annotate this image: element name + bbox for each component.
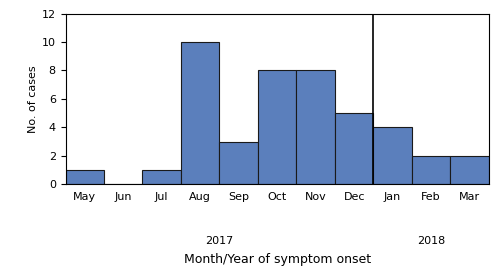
Text: 2018: 2018 [417,236,445,246]
Bar [143,170,181,184]
Text: 2017: 2017 [205,236,233,246]
Bar [181,42,219,184]
Y-axis label: No. of cases: No. of cases [28,65,37,133]
Bar [296,70,335,184]
Bar [66,170,104,184]
Bar [412,156,451,184]
Bar [451,156,489,184]
Bar [373,127,412,184]
Bar [335,113,373,184]
Bar [219,141,258,184]
Text: Month/Year of symptom onset: Month/Year of symptom onset [183,253,371,266]
Bar [258,70,296,184]
